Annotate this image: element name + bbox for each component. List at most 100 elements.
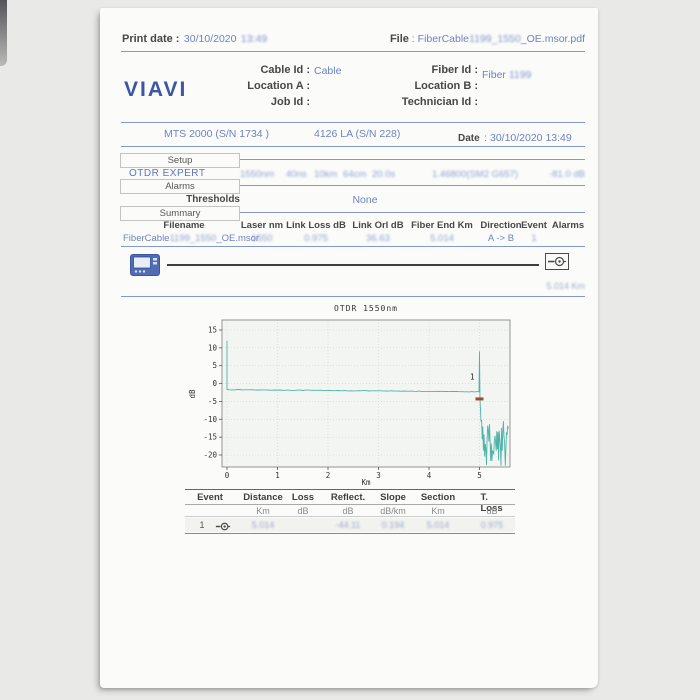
- event-row-slope: 0.194: [381, 520, 405, 530]
- divider: [121, 296, 585, 297]
- event-row-reflect: -44.11: [335, 520, 361, 530]
- connector-icon: [545, 253, 569, 275]
- tab-setup: Setup: [120, 153, 240, 168]
- event-header-t-loss: T. Loss: [480, 492, 503, 514]
- viavi-logo: VIAVI: [124, 78, 188, 101]
- event-unit-slope: dB/km: [380, 506, 406, 516]
- divider: [185, 504, 515, 505]
- summary-header-filename: Filename: [163, 220, 205, 231]
- technician-id-label: Technician Id :: [401, 96, 478, 108]
- event-header-section: Section: [420, 492, 456, 503]
- event-header-event: Event: [197, 492, 223, 503]
- date-value: : 30/10/2020 13:49: [484, 132, 572, 144]
- fiber-id-value: Fiber 1199: [482, 69, 532, 81]
- svg-text:dB: dB: [188, 389, 197, 399]
- summary-row-event: 1: [531, 233, 537, 244]
- divider: [239, 185, 585, 186]
- svg-text:5: 5: [477, 471, 482, 480]
- svg-text:-10: -10: [203, 415, 217, 424]
- event-row-t-loss: 0.975: [480, 520, 504, 530]
- fiber-end-distance: 5.014 Km: [546, 281, 585, 291]
- summary-header-direction: Direction: [480, 220, 522, 231]
- summary-header-fiber-end: Fiber End Km: [411, 220, 473, 231]
- print-time-value: 13:49: [240, 33, 268, 45]
- event-results-table: Event Distance Loss Reflect. Slope Secti…: [185, 488, 515, 538]
- setup-param-time: 20.0s: [372, 169, 396, 180]
- event-unit-loss: dB: [297, 506, 309, 516]
- otdr-trace-chart: 15 10 5 0 -5 -10 -15 -20 0 1 2 3 4 5 OTDR 1550nm dB Km 1: [185, 300, 515, 487]
- event-header-slope: Slope: [380, 492, 406, 503]
- svg-text:10: 10: [208, 343, 218, 352]
- divider: [185, 533, 515, 534]
- setup-param-backscatter: -81.0 dB: [549, 169, 585, 180]
- event-header-reflect: Reflect.: [330, 492, 366, 503]
- svg-text:0: 0: [212, 379, 217, 388]
- photo-corner-shadow: [0, 0, 7, 66]
- svg-text:1: 1: [470, 372, 475, 381]
- divider: [121, 122, 585, 123]
- summary-header-link-orl: Link Orl dB: [352, 220, 404, 231]
- cable-id-value: Cable: [314, 65, 342, 77]
- setup-param-resolution: 64cm: [343, 169, 367, 180]
- setup-param-pulse: 40ns: [286, 169, 307, 180]
- file-blurred-part: 1199_1550: [469, 33, 521, 45]
- divider: [185, 516, 515, 517]
- instrument-model: MTS 2000 (S/N 1734 ): [164, 128, 270, 140]
- print-date: Print date : 30/10/2020 13:49: [122, 29, 267, 47]
- connector-icon: [215, 519, 231, 537]
- job-id-label: Job Id :: [270, 96, 310, 108]
- event-unit-reflect: dB: [342, 506, 354, 516]
- svg-text:-20: -20: [203, 450, 217, 459]
- file-name: File : FiberCable1199_1550_OE.msor.pdf: [389, 33, 585, 45]
- svg-text:OTDR 1550nm: OTDR 1550nm: [334, 304, 398, 313]
- print-date-value: 30/10/2020: [183, 33, 237, 45]
- setup-param-range: 10km: [314, 169, 338, 180]
- file-prefix: FiberCable: [417, 33, 470, 45]
- divider: [121, 246, 585, 247]
- summary-header-link-loss: Link Loss dB: [286, 220, 346, 231]
- divider: [185, 489, 515, 490]
- setup-param-wavelength: 1550nm: [240, 169, 275, 180]
- location-a-label: Location A :: [247, 80, 310, 92]
- svg-text:3: 3: [376, 471, 381, 480]
- location-b-label: Location B :: [414, 80, 478, 92]
- tab-alarms: Alarms: [120, 179, 240, 194]
- print-date-label: Print date :: [122, 33, 180, 45]
- summary-row-link-loss: 0.975: [304, 233, 328, 244]
- otdr-device-icon: [130, 254, 160, 281]
- acquisition-mode: OTDR EXPERT: [129, 168, 206, 179]
- svg-text:0: 0: [225, 471, 230, 480]
- thresholds-value: None: [352, 194, 378, 206]
- instrument-module: 4126 LA (S/N 228): [314, 128, 401, 140]
- svg-text:5: 5: [212, 361, 217, 370]
- summary-row-link-orl: 36.63: [366, 233, 390, 244]
- file-label: File: [389, 33, 409, 45]
- otdr-chart-svg: 15 10 5 0 -5 -10 -15 -20 0 1 2 3 4 5 OTDR 1550nm dB Km 1: [188, 304, 511, 487]
- svg-text:Km: Km: [361, 478, 371, 486]
- divider: [121, 146, 585, 147]
- tab-summary: Summary: [120, 206, 240, 221]
- event-header-loss: Loss: [291, 492, 315, 503]
- event-row-number: 1: [199, 520, 205, 530]
- report-date: Date : 30/10/2020 13:49: [458, 128, 572, 146]
- event-unit-t-loss: dB: [486, 506, 498, 516]
- thresholds-label: Thresholds: [186, 194, 240, 205]
- divider: [239, 212, 585, 213]
- fiber-line: [167, 264, 539, 266]
- summary-row-fiber-end: 5.014: [430, 233, 454, 244]
- summary-header-laser: Laser nm: [240, 220, 284, 231]
- summary-row-direction: A -> B: [487, 233, 515, 244]
- cable-id-label: Cable Id :: [260, 64, 310, 76]
- summary-header-event: Event: [521, 220, 547, 231]
- file-suffix: _OE.msor.pdf: [520, 33, 585, 45]
- report-page: Print date : 30/10/2020 13:49 File : Fib…: [100, 8, 598, 688]
- divider: [121, 51, 585, 52]
- summary-row-laser: 1550: [251, 233, 273, 244]
- svg-text:-5: -5: [208, 397, 217, 406]
- svg-text:15: 15: [208, 326, 217, 335]
- summary-header-alarms: Alarms: [551, 220, 585, 231]
- event-unit-section: Km: [431, 506, 445, 516]
- svg-text:1: 1: [275, 471, 280, 480]
- divider: [239, 159, 585, 160]
- event-row-section: 5.014: [426, 520, 450, 530]
